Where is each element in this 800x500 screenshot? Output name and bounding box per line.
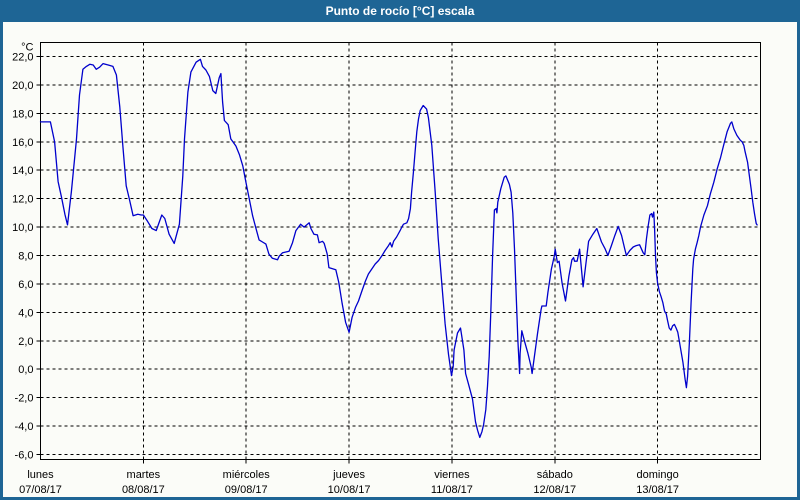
y-tick-label: 12,0: [12, 194, 33, 206]
y-tick-label: 10,0: [12, 222, 33, 234]
plot-border: [40, 42, 761, 460]
day-date-label: 13/08/17: [636, 484, 679, 496]
y-tick-label: 6,0: [18, 279, 33, 291]
chart-title: Punto de rocío [°C] escala: [325, 4, 475, 18]
y-tick-label: -4,0: [15, 421, 34, 433]
day-name-label: miércoles: [223, 469, 271, 481]
title-bar: Punto de rocío [°C] escala: [0, 0, 800, 22]
y-tick-label: 2,0: [18, 336, 33, 348]
plot-background: [40, 42, 761, 460]
day-date-label: 07/08/17: [19, 484, 62, 496]
day-date-label: 09/08/17: [225, 484, 268, 496]
y-tick-label: 8,0: [18, 251, 33, 263]
y-tick-label: 4,0: [18, 307, 33, 319]
day-date-label: 11/08/17: [431, 484, 473, 496]
day-date-label: 08/08/17: [122, 484, 165, 496]
chart-panel: 22,0 20,0 18,0 16,0 14,0 12,0 10,0 8,0 6,0 4,0 2,0…: [3, 22, 797, 497]
day-name-label: viernes: [434, 469, 470, 481]
y-tick-label: 18,0: [12, 108, 33, 120]
y-tick-label: 14,0: [12, 165, 33, 177]
dewpoint-line: [39, 58, 758, 439]
day-name-label: sábado: [537, 469, 573, 481]
y-tick-label: -2,0: [15, 393, 34, 405]
day-date-label: 12/08/17: [533, 484, 576, 496]
dewpoint-chart: 22,0 20,0 18,0 16,0 14,0 12,0 10,0 8,0 6,0 4,0 2,0…: [12, 42, 761, 496]
y-axis-unit-label: °C: [21, 42, 33, 54]
y-tick-label: 22,0: [12, 52, 33, 64]
y-tick-label: -6,0: [15, 450, 34, 462]
day-name-label: lunes: [27, 469, 54, 481]
day-date-label: 10/08/17: [328, 484, 371, 496]
y-tick-label: 16,0: [12, 137, 33, 149]
y-tick-label: 20,0: [12, 80, 33, 92]
day-name-label: domingo: [637, 469, 679, 481]
day-name-label: jueves: [332, 469, 365, 481]
day-name-label: martes: [127, 469, 161, 481]
y-tick-label: 0,0: [18, 364, 33, 376]
